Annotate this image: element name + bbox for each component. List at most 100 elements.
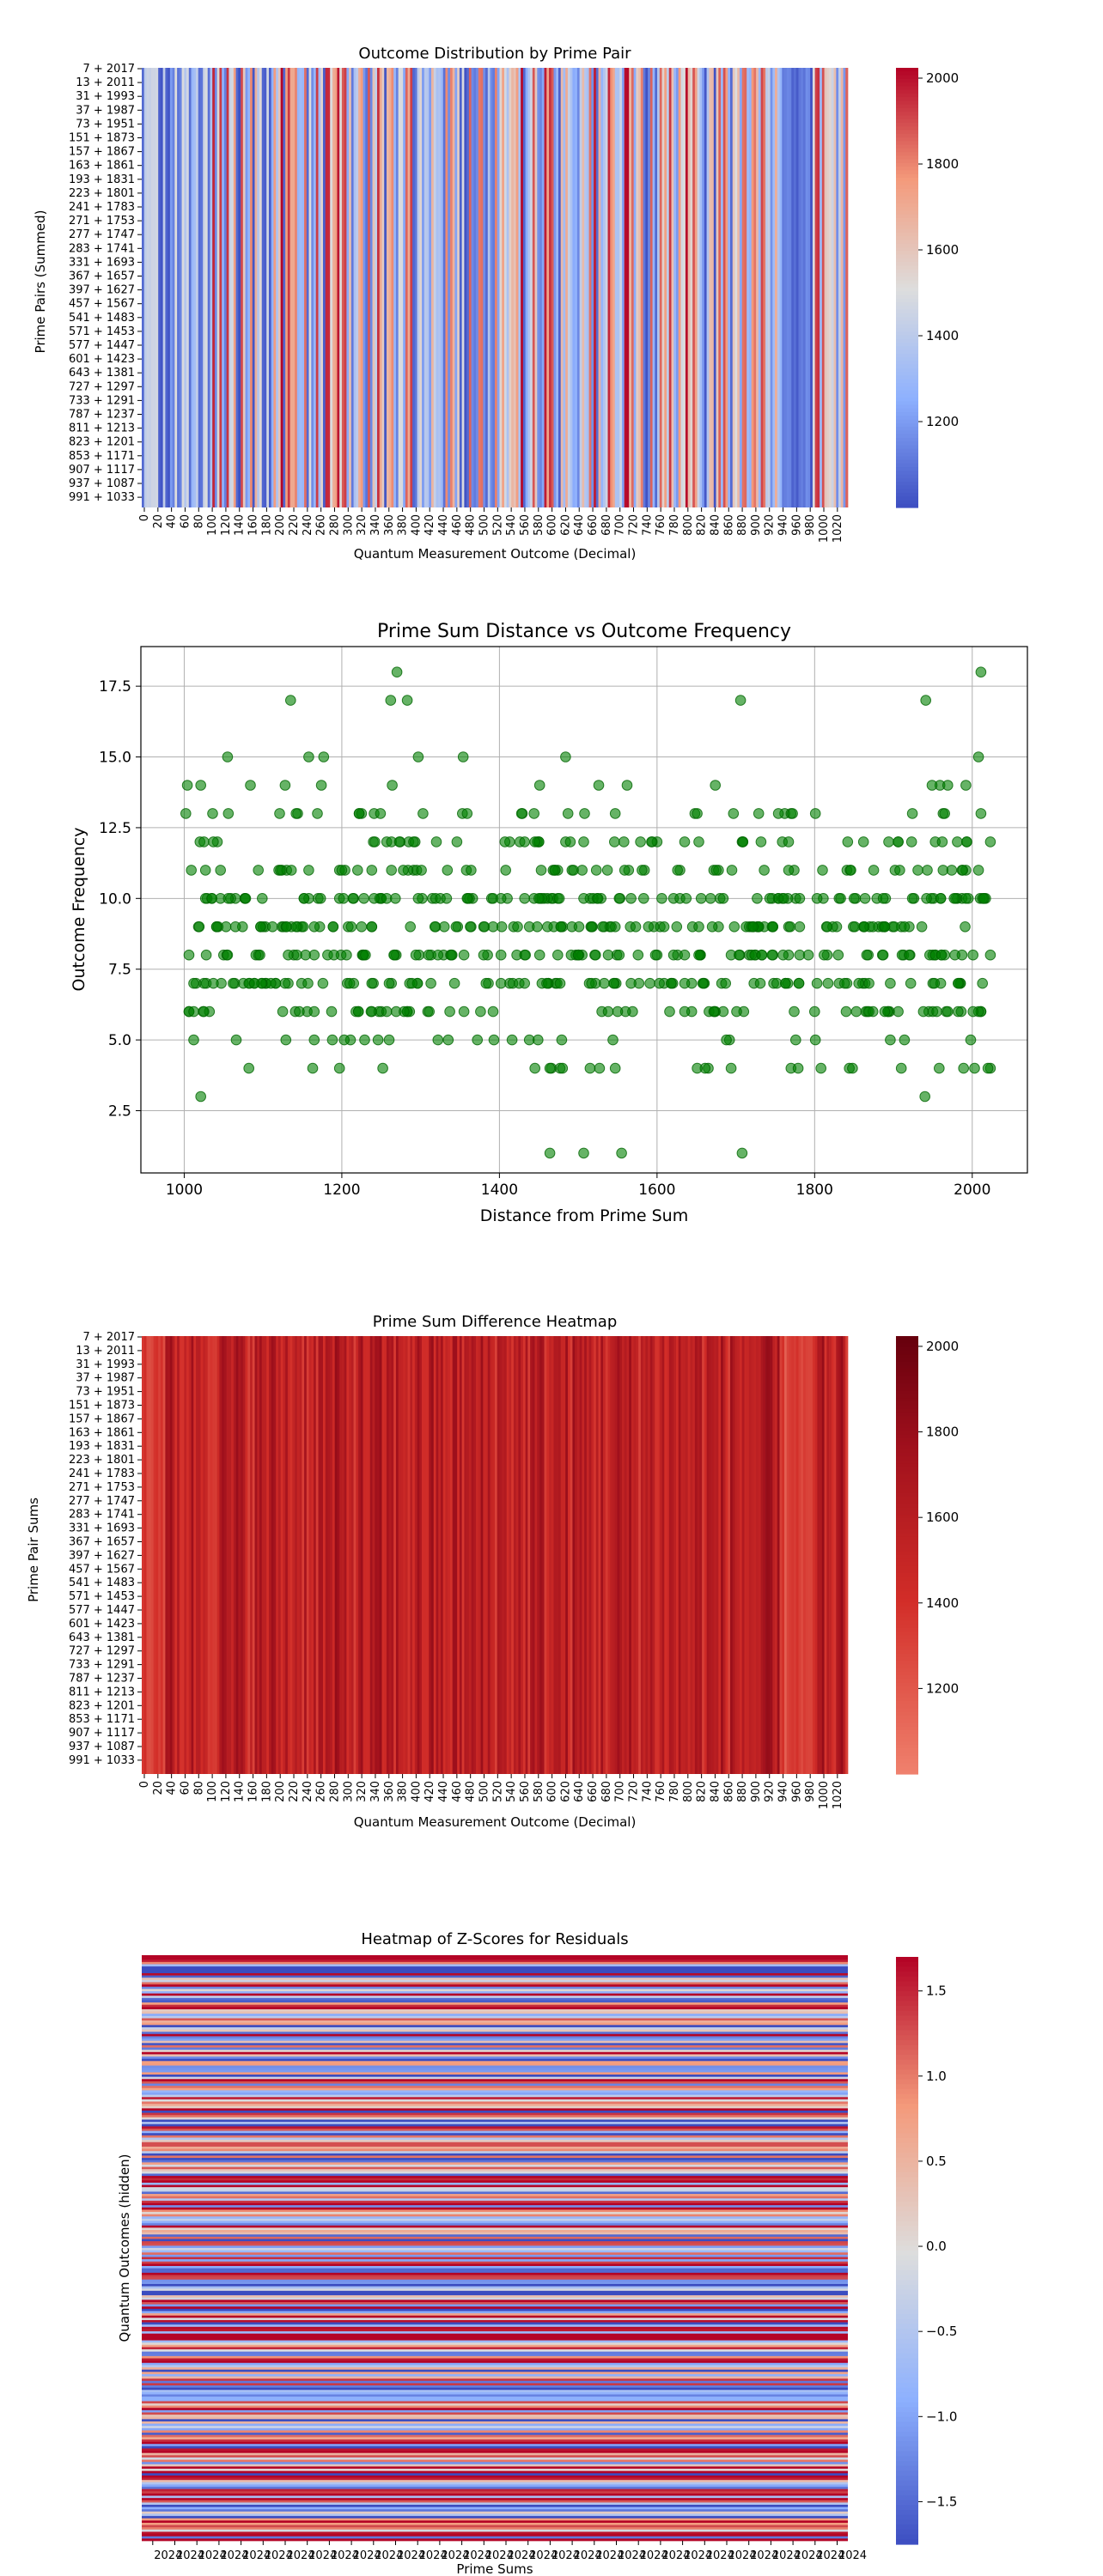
chart1-x-tick-label: 640 [573,514,586,536]
chart2-point [430,836,442,848]
chart1-y-tick-label: 331 + 1693 [69,256,135,269]
heatmap-cell [271,1336,274,1774]
chart4-x-tick-label: 2024 [176,2549,204,2562]
chart2-point [229,921,241,933]
heatmap-cell [142,2351,848,2354]
heatmap-cell [142,2527,848,2530]
heatmap-cell [631,68,635,507]
chart3-colorbar-segment [896,1394,918,1399]
heatmap-cell [511,1336,515,1774]
chart4-x-tick-label: 2024 [795,2549,823,2562]
heatmap-cell [812,68,815,507]
heatmap-cell [511,68,515,507]
chart3-y-tick-label: 241 + 1783 [69,1467,135,1480]
chart1-x-tick-label: 20 [152,514,165,529]
chart1-colorbar-segment [896,298,918,303]
heatmap-cell [786,1336,789,1774]
chart1-y-tick-label: 823 + 1201 [69,436,135,449]
chart1-x-tick-label: 660 [587,514,600,536]
heatmap-cell [567,68,571,507]
chart3-colorbar-segment [896,1453,918,1457]
chart4-colorbar-segment [896,1976,918,1983]
heatmap-cell [784,68,788,507]
chart2-point [601,865,613,876]
heatmap-cell [142,2094,848,2098]
heatmap-cell [142,2058,848,2062]
heatmap-cell [142,2491,848,2494]
heatmap-cell [142,2306,848,2310]
chart2-point [533,1034,544,1046]
heatmap-cell [142,2104,848,2107]
heatmap-cell [207,68,210,507]
heatmap-cell [457,68,460,507]
chart4-colorbar-segment [896,2333,918,2340]
chart1-colorbar-segment [896,492,918,497]
heatmap-cell [391,1336,394,1774]
chart4-colorbar-tick-label: −0.5 [926,2324,957,2339]
heatmap-cell [162,68,166,507]
heatmap-cell [238,68,241,507]
heatmap-cell [836,68,839,507]
chart1-colorbar-segment [896,126,918,131]
chart3-colorbar-segment [896,1504,918,1509]
heatmap-cell [368,68,371,507]
heatmap-cell [142,2270,848,2274]
chart4-colorbar-segment [896,2211,918,2217]
chart3-colorbar-segment [896,1635,918,1640]
chart2-point [590,865,602,876]
heatmap-cell [492,1336,496,1774]
chart3-y-tick-label: 73 + 1951 [76,1386,135,1399]
chart2-frame [140,646,1028,1174]
heatmap-cell [551,1336,554,1774]
heatmap-cell [320,1336,324,1774]
chart4-x-tick-label: 2024 [750,2549,778,2562]
chart2-point [904,949,915,961]
chart1-y-tick-label: 643 + 1381 [69,367,135,380]
chart2-point [257,893,268,904]
heatmap-cell [718,68,722,507]
heatmap-cell [476,1336,479,1774]
heatmap-cell [522,68,526,507]
chart1-colorbar-segment [896,404,918,410]
chart2-point [863,977,874,989]
heatmap-cell [522,1336,526,1774]
chart4-colorbar-tick-label: 1.5 [926,1984,947,1999]
chart2-point [602,1005,614,1018]
chart2-point [461,808,473,819]
chart2-point [579,808,590,819]
heatmap-cell [756,68,759,507]
heatmap-cell [767,1336,771,1774]
chart3-y-tick-label: 991 + 1033 [69,1754,135,1767]
chart1-x-tick-label: 820 [696,514,709,536]
chart4-colorbar-segment [896,2240,918,2246]
chart3-x-tick-label: 20 [152,1781,165,1795]
chart2-point [656,893,667,904]
heatmap-cell [283,68,286,507]
chart3-colorbar-segment [896,1741,918,1746]
chart1-colorbar-segment [896,331,918,337]
chart4-colorbar-segment [896,2182,918,2188]
heatmap-cell [594,68,597,507]
chart2-point [356,921,368,933]
chart1-colorbar-segment [896,306,918,311]
heatmap-cell [826,68,830,507]
chart4-colorbar-segment [896,2363,918,2369]
chart2-plot-area [141,647,1027,1173]
chart4-colorbar-segment [896,2069,918,2075]
chart2-point [480,977,492,989]
chart1-x-tick-label: 240 [302,514,314,536]
chart3-x-tick-label: 620 [559,1781,572,1802]
chart2-point [845,865,856,876]
chart1-colorbar-segment [896,295,918,300]
chart3-colorbar-tick-label: 1600 [926,1510,959,1525]
chart4-colorbar-segment [896,2500,918,2506]
heatmap-cell [285,1336,289,1774]
chart1-x-tick-label: 960 [790,514,803,536]
heatmap-cell [142,2123,848,2127]
chart4-x-tick-label: 2024 [574,2549,602,2562]
heatmap-cell [266,1336,270,1774]
chart3-y-tick-label: 157 + 1867 [69,1413,135,1425]
heatmap-cell [549,1336,552,1774]
chart2-point [972,865,984,876]
heatmap-cell [142,2520,848,2524]
